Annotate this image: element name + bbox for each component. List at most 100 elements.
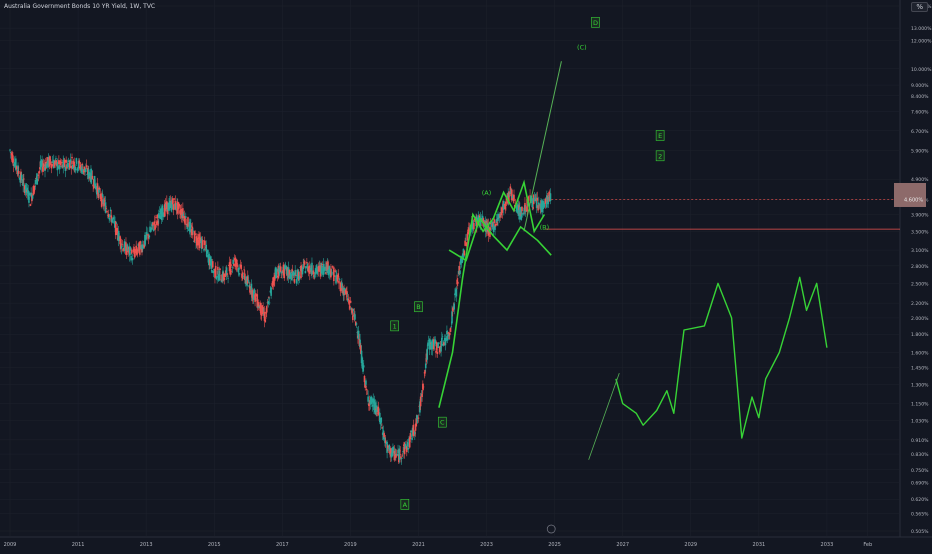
candle-body [50, 164, 53, 169]
candle-body [403, 442, 406, 455]
candle-body [416, 415, 418, 420]
candle-body [139, 241, 142, 244]
candle-body [33, 186, 35, 194]
candle-body [372, 398, 375, 403]
candle-body [149, 226, 151, 232]
wave-label-text: (C) [577, 44, 587, 52]
candle-body [348, 300, 350, 305]
candle-body [28, 200, 30, 203]
percent-scale-button[interactable]: % [911, 2, 928, 12]
candle-body [365, 380, 367, 385]
candle-body [42, 166, 44, 172]
candle-body [114, 221, 117, 236]
candle-body [305, 266, 307, 269]
candle-body [304, 270, 307, 274]
candle-body [168, 200, 171, 208]
candle-body [125, 250, 128, 255]
candle-body [23, 185, 26, 193]
candle-body [69, 159, 72, 163]
candle-body [434, 339, 437, 344]
candle-body [424, 369, 426, 374]
candle-body [93, 175, 96, 186]
candle-body [455, 288, 458, 297]
candle-body [288, 269, 291, 277]
candle-body [407, 448, 410, 450]
candle-body [234, 257, 237, 267]
candle-body [336, 275, 339, 282]
candle-body [388, 444, 391, 451]
candle-body [77, 167, 79, 171]
candle-body [421, 393, 423, 398]
y-tick-label: 1.450% [911, 366, 929, 372]
candle-body [302, 264, 305, 270]
candle-body [198, 237, 201, 249]
candle-body [123, 241, 126, 252]
candle-body [85, 168, 87, 172]
candle-body [202, 240, 205, 242]
candle-body [411, 438, 413, 440]
candle-body [231, 267, 234, 268]
y-tick-label: 2.500% [911, 281, 929, 287]
candle-body [145, 232, 148, 239]
future-wave-lead [588, 373, 620, 460]
candle-body [513, 194, 515, 202]
candle-body [268, 302, 271, 304]
candle-body [444, 338, 447, 346]
candle-body [471, 220, 474, 230]
candle-body [359, 339, 361, 348]
candle-body [237, 268, 240, 273]
candle-body [66, 163, 69, 167]
candle-body [515, 210, 518, 212]
candle-body [70, 166, 73, 169]
y-tick-label: 8.400% [911, 94, 929, 100]
candle-body [9, 149, 11, 151]
candle-body [236, 259, 238, 266]
candle-body [440, 346, 442, 352]
candle-body [158, 211, 161, 212]
candle-body [333, 267, 335, 282]
candle-body [90, 169, 93, 180]
y-tick-label: 0.690% [911, 481, 929, 487]
candle-body [128, 246, 131, 256]
candle-body [465, 240, 467, 241]
candle-body [441, 337, 443, 346]
candle-body [194, 233, 197, 235]
candle-body [265, 311, 267, 314]
candle-body [37, 174, 40, 176]
y-tick-label: 13.000% [911, 26, 932, 32]
candle-body [178, 204, 181, 207]
candle-body [33, 185, 36, 187]
candle-body [206, 250, 208, 258]
candle-body [547, 196, 550, 205]
y-tick-label: 1.030% [911, 419, 929, 425]
candle-body [400, 456, 402, 459]
candle-body [79, 166, 81, 170]
candle-body [447, 332, 450, 335]
wave-label-box [655, 150, 665, 162]
candle-body [357, 330, 360, 340]
candle-body [362, 365, 365, 368]
candle-body [290, 274, 293, 281]
candle-body [71, 164, 74, 169]
candle-body [190, 225, 192, 227]
candle-body [192, 230, 194, 232]
candle-body [543, 202, 546, 207]
candle-body [59, 160, 62, 166]
y-tick-label: 7.600% [911, 109, 929, 115]
candle-body [50, 161, 52, 165]
candle-body [399, 450, 402, 452]
candle-body [22, 179, 24, 186]
candle-body [449, 327, 452, 332]
candle-body [328, 266, 331, 274]
candle-body [347, 298, 350, 301]
candle-body [280, 277, 283, 278]
candle-body [435, 342, 438, 351]
candle-body [494, 225, 496, 230]
x-tick-label: 2015 [208, 542, 221, 548]
candle-body [344, 289, 347, 294]
candle-body [277, 265, 280, 279]
y-tick-label: 10.000% [911, 67, 932, 73]
